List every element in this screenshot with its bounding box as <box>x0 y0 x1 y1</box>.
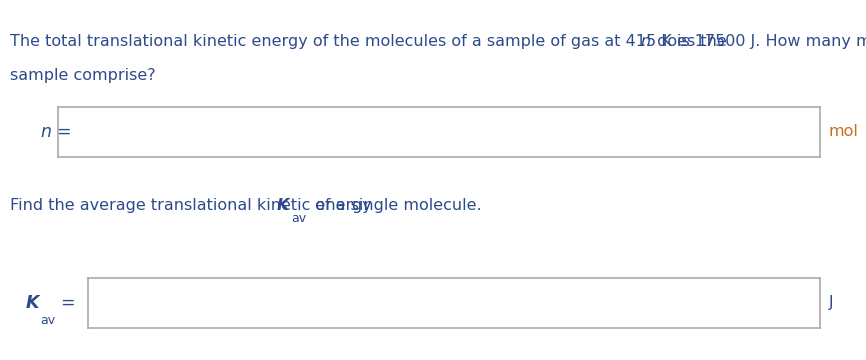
Text: Find the average translational kinetic energy: Find the average translational kinetic e… <box>10 198 378 213</box>
Text: av: av <box>41 315 55 328</box>
Text: mol: mol <box>829 125 858 139</box>
Text: J: J <box>829 296 833 310</box>
Text: av: av <box>291 212 306 225</box>
Text: K: K <box>277 198 289 213</box>
Text: =: = <box>56 123 71 141</box>
Text: =: = <box>61 294 75 312</box>
Text: n: n <box>40 123 51 141</box>
Text: does the: does the <box>652 34 727 49</box>
Text: The total translational kinetic energy of the molecules of a sample of gas at 41: The total translational kinetic energy o… <box>10 34 866 49</box>
Text: sample comprise?: sample comprise? <box>10 68 156 84</box>
Text: of a single molecule.: of a single molecule. <box>310 198 481 213</box>
Text: n: n <box>641 34 651 49</box>
Text: K: K <box>26 294 39 312</box>
